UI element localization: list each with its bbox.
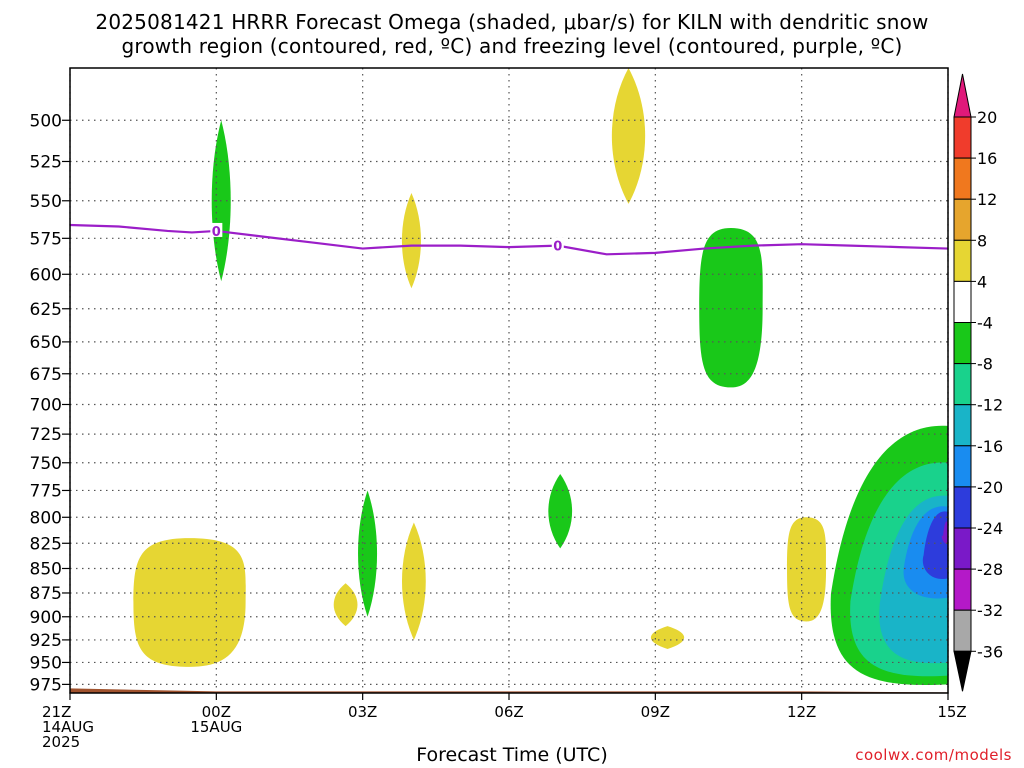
- rising-region-8: [699, 227, 763, 388]
- y-tick-label-850: 850: [30, 559, 62, 579]
- y-tick-label-525: 525: [30, 152, 62, 172]
- colorbar: 20 16 12 8 4 -4 -8 -12 -16 -20 -24 -28 -32 -36: [953, 73, 1003, 692]
- y-tick-label-875: 875: [30, 584, 62, 604]
- x-tick-label-0-1: 14AUG: [42, 718, 94, 736]
- x-tick-label-6-0: 03Z: [348, 703, 377, 721]
- colorbar-label-0: 20: [977, 108, 997, 127]
- colorbar-label-2: 12: [977, 190, 997, 209]
- y-tick-label-575: 575: [30, 229, 62, 249]
- sinking-region-0: [133, 538, 246, 667]
- sinking-region-2: [333, 583, 358, 627]
- colorbar-segment-11: [953, 527, 972, 570]
- colorbar-segment-3: [953, 198, 972, 241]
- x-tick-label-18-0: 15Z: [937, 703, 966, 721]
- y-tick-label-600: 600: [30, 265, 62, 285]
- colorbar-segment-2: [953, 157, 972, 200]
- y-tick-label-675: 675: [30, 365, 62, 385]
- colorbar-bottom-arrow: [953, 650, 972, 692]
- y-tick-label-800: 800: [30, 508, 62, 528]
- colorbar-segment-5: [953, 280, 972, 323]
- x-tick-label-3-1: 15AUG: [190, 718, 242, 736]
- x-tick-label-15-0: 12Z: [787, 703, 816, 721]
- freezing-label-bg-0: [210, 222, 223, 237]
- y-tick-label-900: 900: [30, 608, 62, 628]
- x-tick-label-0-2: 2025: [42, 733, 80, 751]
- colorbar-label-11: -28: [977, 560, 1003, 579]
- colorbar-label-1: 16: [977, 149, 997, 168]
- x-tick-label-12-0: 09Z: [641, 703, 670, 721]
- y-tick-label-775: 775: [30, 481, 62, 501]
- colorbar-label-9: -20: [977, 478, 1003, 497]
- chart-title-line-2: growth region (contoured, red, ºC) and f…: [121, 34, 903, 58]
- sinking-region-10: [787, 517, 827, 622]
- y-tick-label-950: 950: [30, 653, 62, 673]
- x-axis-label: Forecast Time (UTC): [416, 744, 608, 766]
- colorbar-label-4: 4: [977, 272, 987, 291]
- credit-text: coolwx.com/models: [855, 746, 1012, 764]
- colorbar-segment-8: [953, 404, 972, 447]
- y-tick-label-825: 825: [30, 534, 62, 554]
- y-tick-label-975: 975: [30, 675, 62, 695]
- y-tick-label-725: 725: [30, 425, 62, 445]
- rising-core-layer-5: [941, 521, 948, 544]
- colorbar-segment-10: [953, 486, 972, 529]
- y-tick-label-650: 650: [30, 333, 62, 353]
- colorbar-segment-13: [953, 609, 972, 652]
- chart-title-line-1: 2025081421 HRRR Forecast Omega (shaded, …: [95, 10, 929, 34]
- sinking-region-9: [650, 626, 685, 649]
- colorbar-segment-1: [953, 116, 972, 159]
- plot-area: 00: [69, 68, 949, 693]
- colorbar-segment-12: [953, 568, 972, 611]
- colorbar-segment-7: [953, 363, 972, 406]
- colorbar-label-13: -36: [977, 642, 1003, 661]
- colorbar-label-3: 8: [977, 231, 987, 250]
- sinking-region-5: [401, 522, 426, 640]
- y-tick-label-700: 700: [30, 395, 62, 415]
- colorbar-label-10: -24: [977, 519, 1003, 538]
- colorbar-label-6: -8: [977, 355, 993, 374]
- colorbar-segment-4: [953, 239, 972, 282]
- x-tick-label-9-0: 06Z: [494, 703, 523, 721]
- rising-region-6: [548, 473, 573, 549]
- colorbar-segment-9: [953, 445, 972, 488]
- x-tick-label-3-0: 00Z: [202, 703, 231, 721]
- y-tick-label-750: 750: [30, 454, 62, 474]
- x-tick-label-0-0: 21Z: [42, 703, 71, 721]
- freezing-level-label-1: 0: [553, 240, 562, 255]
- sinking-region-4: [401, 193, 421, 289]
- y-tick-label-625: 625: [30, 300, 62, 320]
- colorbar-label-5: -4: [977, 314, 993, 333]
- y-tick-label-925: 925: [30, 631, 62, 651]
- freezing-level-line: [69, 223, 949, 256]
- colorbar-top-arrow: [953, 73, 972, 118]
- colorbar-label-12: -32: [977, 601, 1003, 620]
- y-tick-label-500: 500: [30, 111, 62, 131]
- freezing-level-label-0: 0: [212, 225, 221, 240]
- terrain-fill: [70, 688, 948, 693]
- grid-lines: [69, 68, 949, 693]
- y-tick-label-550: 550: [30, 192, 62, 212]
- colorbar-segment-6: [953, 322, 972, 365]
- colorbar-label-7: -12: [977, 396, 1003, 415]
- rising-core-layer-4: [922, 511, 948, 580]
- colorbar-label-8: -16: [977, 437, 1003, 456]
- freezing-label-bg-1: [551, 237, 564, 252]
- sinking-region-7: [611, 68, 646, 204]
